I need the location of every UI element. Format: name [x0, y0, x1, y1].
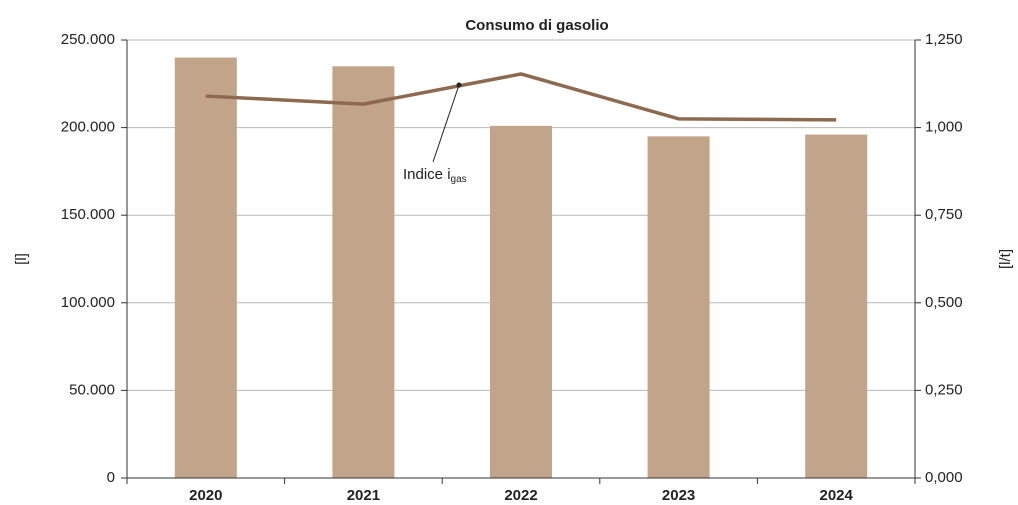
line — [205, 72, 837, 122]
y-tick-label: 200.000 — [61, 119, 115, 136]
y2-tick-label: 0,500 — [925, 294, 963, 311]
y-axis-label: [l] — [13, 253, 30, 265]
annotation: Indice igas — [403, 82, 467, 185]
annotation-text: Indice igas — [403, 166, 467, 185]
x-tick-label: 2020 — [189, 487, 222, 504]
y2-tick-label: 0,750 — [925, 206, 963, 223]
annotation-main: Indice i — [403, 166, 451, 183]
x-tick-label: 2023 — [662, 487, 695, 504]
bar — [332, 66, 395, 478]
x-tick-label: 2024 — [820, 487, 854, 504]
y2-tick-label: 1,000 — [925, 119, 963, 136]
y2-tick-label: 1,250 — [925, 31, 963, 48]
annotation-dot — [456, 82, 462, 88]
axes — [121, 39, 921, 484]
annotation-subscript: gas — [451, 174, 467, 185]
y-tick-label: 100.000 — [61, 294, 115, 311]
bar — [647, 136, 710, 479]
y-tick-label: 150.000 — [61, 206, 115, 223]
y-tick-label: 0 — [107, 469, 115, 486]
marks — [174, 57, 868, 479]
bar — [490, 125, 552, 479]
bar — [805, 134, 868, 478]
y-tick-label: 250.000 — [61, 31, 115, 48]
y-tick-label: 50.000 — [69, 381, 115, 398]
chart-title: Consumo di gasolio — [465, 17, 608, 34]
y2-tick-label: 0,250 — [925, 381, 963, 398]
y2-tick-label: 0,000 — [925, 469, 963, 486]
x-tick-label: 2021 — [347, 487, 380, 504]
x-tick-label: 2022 — [504, 487, 537, 504]
bar — [174, 57, 237, 479]
y2-axis-label: [l/t] — [997, 249, 1014, 269]
annotation-leader — [432, 84, 460, 163]
